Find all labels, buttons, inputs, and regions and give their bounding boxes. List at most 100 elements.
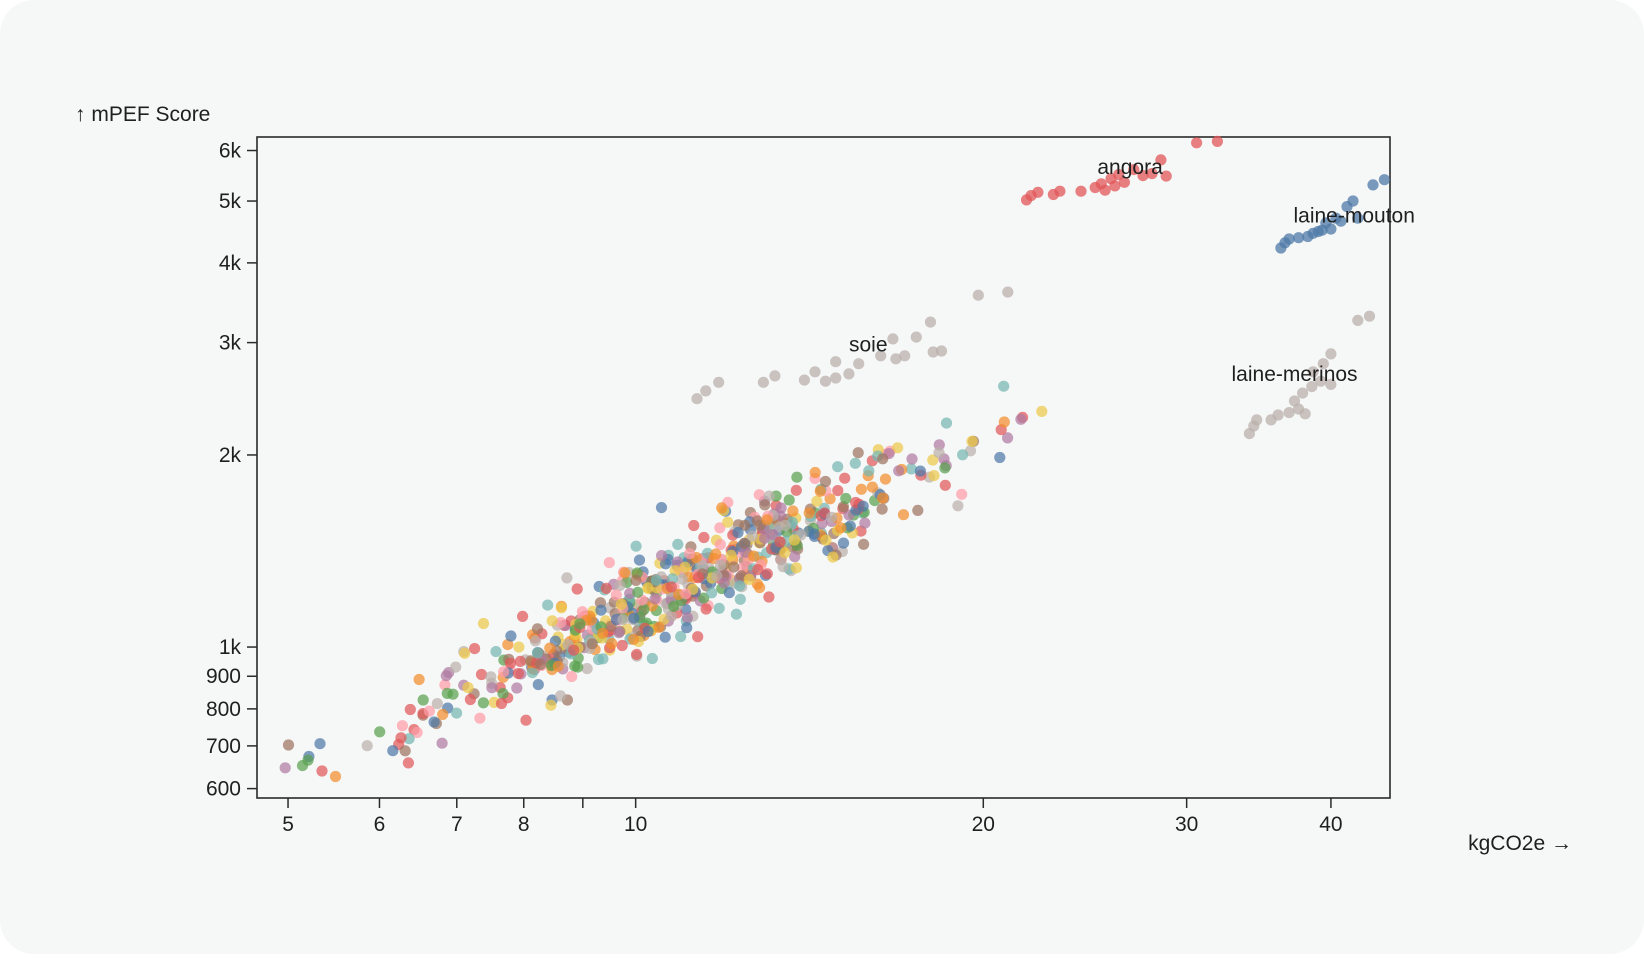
data-point-soie: [910, 331, 922, 343]
data-point-laine-merinos: [1315, 375, 1327, 387]
points-layer: [279, 135, 1390, 783]
x-tick-label: 5: [282, 813, 294, 836]
data-point-soie: [927, 346, 939, 358]
data-point: [592, 653, 605, 666]
data-point: [542, 599, 554, 611]
data-point: [554, 690, 567, 702]
data-point: [649, 593, 661, 605]
data-point: [404, 703, 416, 716]
data-point: [1002, 432, 1014, 444]
data-point: [462, 681, 474, 694]
data-point: [603, 557, 615, 569]
data-point: [314, 738, 326, 750]
data-point-soie: [809, 366, 821, 378]
data-point: [791, 471, 803, 483]
data-point-soie: [830, 356, 842, 368]
data-point: [403, 733, 415, 745]
data-point: [441, 687, 453, 700]
data-point: [746, 530, 758, 542]
data-point-soie: [819, 375, 832, 387]
data-point: [477, 617, 490, 630]
data-point: [743, 573, 755, 586]
data-point: [716, 502, 728, 514]
data-point: [631, 648, 643, 661]
data-point-laine-mouton: [1378, 174, 1390, 186]
data-point: [513, 641, 525, 653]
data-point: [933, 447, 945, 459]
data-point: [790, 484, 802, 496]
data-point: [877, 492, 889, 504]
data-point: [597, 627, 609, 639]
x-tick-label: 10: [624, 813, 647, 836]
y-tick-label: 2k: [219, 444, 242, 467]
data-point-soie: [853, 358, 865, 370]
data-point: [512, 668, 525, 680]
data-point: [282, 739, 295, 751]
data-point: [486, 682, 498, 694]
data-point: [665, 581, 677, 593]
data-point: [615, 598, 628, 611]
data-point-laine-mouton: [1335, 215, 1347, 227]
data-point: [859, 517, 871, 529]
data-point: [893, 465, 905, 477]
y-tick-label: 6k: [219, 140, 242, 163]
data-point-laine-mouton: [1325, 223, 1337, 235]
data-point: [754, 581, 766, 594]
data-point: [428, 716, 440, 728]
data-point: [431, 698, 443, 710]
x-tick-label: 30: [1175, 813, 1198, 836]
data-point: [787, 505, 799, 517]
data-point-laine-merinos: [1272, 409, 1284, 421]
x-tick-label: 7: [451, 813, 463, 836]
data-point-laine-merinos: [1251, 414, 1263, 426]
data-point: [1036, 405, 1048, 417]
y-tick-label: 5k: [219, 190, 242, 213]
data-point-angora: [1146, 168, 1158, 180]
data-point-angora: [1137, 170, 1149, 182]
y-axis-title: ↑ mPEF Score: [75, 103, 210, 126]
data-point: [939, 479, 951, 491]
data-point: [877, 453, 889, 465]
data-point: [672, 538, 684, 551]
data-point: [402, 757, 414, 769]
data-point: [837, 537, 850, 549]
data-point: [581, 663, 593, 675]
data-point: [544, 642, 556, 654]
data-point: [451, 707, 463, 719]
data-point: [994, 451, 1006, 464]
data-point-laine-merinos: [1299, 408, 1311, 420]
data-point: [679, 561, 691, 573]
data-point: [614, 579, 626, 592]
data-point: [302, 754, 314, 766]
data-point: [738, 537, 750, 550]
cluster-label-laine-merinos: laine-merinos: [1232, 363, 1358, 386]
data-point: [706, 587, 718, 599]
data-point-angora: [1155, 154, 1167, 166]
data-point: [595, 604, 607, 616]
data-point-laine-mouton: [1293, 232, 1305, 244]
data-point: [316, 765, 328, 777]
data-point: [897, 509, 910, 521]
data-point: [940, 417, 953, 429]
data-point: [774, 536, 786, 548]
data-point: [675, 630, 687, 643]
data-point: [952, 500, 964, 512]
data-point: [809, 466, 821, 479]
data-point: [440, 670, 452, 682]
data-point: [858, 538, 870, 550]
data-point: [730, 608, 743, 620]
data-point: [905, 463, 917, 475]
data-point: [714, 522, 726, 534]
x-tick-label: 40: [1319, 813, 1342, 836]
y-tick-label: 3k: [219, 332, 242, 355]
data-point: [761, 514, 773, 526]
data-point: [966, 435, 978, 447]
data-point: [849, 457, 861, 469]
cluster-label-laine-mouton: laine-mouton: [1293, 204, 1414, 227]
data-point: [803, 507, 815, 519]
data-point: [630, 540, 642, 552]
data-point: [555, 602, 568, 614]
data-point: [646, 652, 658, 665]
